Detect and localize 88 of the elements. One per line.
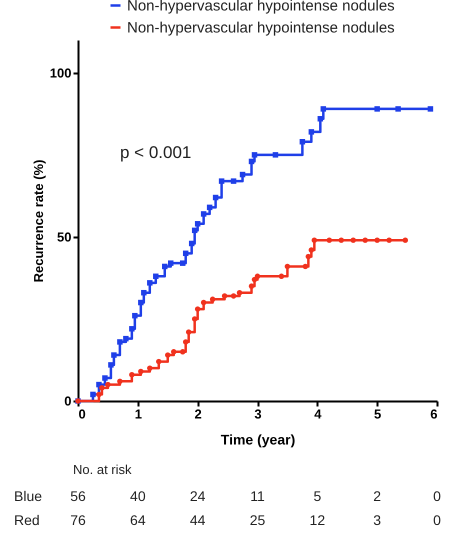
point — [138, 300, 144, 306]
text: Blue 56 40 24 11 5 2 0 — [14, 488, 441, 504]
point — [320, 106, 326, 112]
x-tick-label: 5 — [374, 406, 382, 422]
point — [129, 326, 135, 332]
x-tick-label: 0 — [78, 406, 86, 422]
point — [240, 172, 246, 178]
y-tick-label: 100 — [50, 65, 72, 80]
point — [165, 352, 170, 358]
point — [374, 237, 380, 243]
x-tick-label: 3 — [254, 406, 262, 422]
point — [248, 283, 254, 289]
point — [132, 312, 138, 318]
point — [117, 339, 123, 345]
point — [188, 240, 194, 246]
point — [138, 368, 144, 374]
point — [200, 211, 206, 217]
point — [284, 264, 290, 270]
point — [105, 382, 111, 388]
point — [222, 293, 228, 299]
point — [272, 152, 278, 158]
point — [395, 106, 401, 112]
point — [308, 129, 314, 135]
point — [386, 237, 392, 243]
point — [182, 250, 188, 256]
point — [200, 300, 206, 306]
point — [230, 293, 236, 299]
x-tick-label: 1 — [134, 406, 142, 422]
point — [170, 349, 176, 355]
point — [306, 254, 312, 260]
point — [300, 138, 306, 144]
point — [326, 237, 332, 243]
point — [180, 349, 186, 355]
point — [312, 237, 318, 243]
point — [218, 178, 224, 184]
point — [374, 106, 380, 112]
point — [236, 290, 242, 296]
point — [206, 204, 212, 210]
point — [111, 352, 117, 358]
point — [362, 237, 368, 243]
text: No. at risk — [73, 462, 132, 477]
point — [212, 194, 218, 200]
point — [338, 237, 344, 243]
point — [117, 378, 123, 384]
point — [180, 260, 186, 266]
point — [308, 247, 314, 253]
point — [194, 306, 200, 312]
point — [192, 316, 198, 322]
point — [147, 365, 153, 371]
point — [318, 116, 324, 122]
point — [156, 358, 162, 364]
text: Red 76 64 44 25 12 3 0 — [14, 512, 441, 528]
point — [153, 274, 159, 280]
legend-label: Non-hypervascular hypointense nodules — [127, 20, 395, 36]
y-tick-label: 0 — [64, 394, 72, 408]
point — [99, 385, 105, 391]
point — [230, 178, 236, 184]
point — [141, 290, 147, 296]
point — [210, 296, 216, 302]
point — [129, 372, 135, 378]
point — [302, 264, 308, 270]
point — [168, 260, 174, 266]
point — [402, 237, 408, 243]
point — [90, 392, 96, 398]
point — [350, 237, 356, 243]
point — [162, 264, 168, 270]
annotation: p < 0.001 — [120, 143, 192, 162]
x-tick-label: 6 — [430, 406, 438, 422]
point — [182, 339, 188, 345]
x-tick-label: 4 — [314, 406, 322, 422]
y-tick-label: 50 — [57, 229, 72, 244]
point — [278, 274, 284, 280]
x-axis-title: Time (year) — [220, 432, 296, 448]
point — [192, 228, 198, 234]
point — [248, 158, 254, 164]
point — [428, 106, 434, 112]
point — [252, 152, 258, 158]
point — [147, 280, 153, 286]
point — [186, 329, 192, 335]
point — [102, 375, 108, 381]
point — [194, 221, 200, 227]
legend-label: Non-hypervascular hypointense nodules — [127, 0, 395, 14]
point — [108, 362, 114, 368]
y-axis-title: Recurrence rate (%) — [30, 160, 46, 282]
point — [254, 274, 260, 280]
point — [123, 336, 129, 342]
x-tick-label: 2 — [194, 406, 202, 422]
point — [96, 392, 102, 398]
